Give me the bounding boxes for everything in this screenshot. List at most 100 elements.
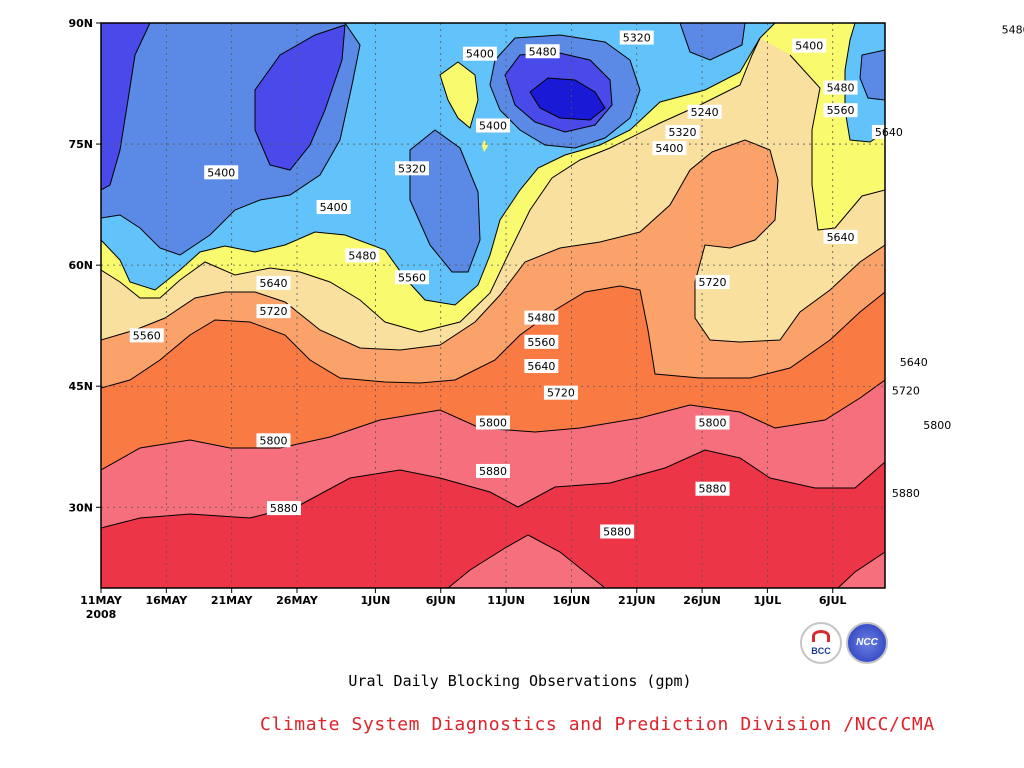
contour-label-text: 5480 <box>827 82 855 95</box>
contour-label-bg <box>665 124 700 139</box>
contour-label: 5560 <box>524 334 559 349</box>
band-5240-5320-b <box>255 25 345 170</box>
contour-label: 5480 <box>998 22 1024 37</box>
x-tick-label: 21MAY <box>211 594 254 607</box>
contour-label-text: 5640 <box>827 231 855 244</box>
contour-label-bg <box>266 501 301 516</box>
contour-label-text: 5400 <box>320 201 348 214</box>
contour-label-text: 5800 <box>699 417 727 430</box>
contour-label-bg <box>394 270 429 285</box>
contour-label: 5400 <box>462 46 497 61</box>
contour-label: 5640 <box>871 124 906 139</box>
x-tick-label: 6JUN <box>426 594 456 607</box>
contour-label-bg <box>345 248 380 263</box>
x-axis-ticks: 11MAY 16MAY 21MAY 26MAY 1JUN 6JUN 11JUN 16JUN 21… <box>80 588 847 621</box>
contour-label: 5480 <box>525 44 560 59</box>
y-axis-ticks: 30N 45N 60N 75N 90N <box>68 17 101 514</box>
band-lt-5240 <box>530 78 605 120</box>
contour-label: 5640 <box>256 275 291 290</box>
y-tick-label: 90N <box>68 17 93 30</box>
contour-label-bg <box>524 310 559 325</box>
y-tick-label: 60N <box>68 259 93 272</box>
contour-label: 5880 <box>476 463 510 478</box>
contour-label-text: 5320 <box>398 162 426 175</box>
contour-label-text: 5320 <box>668 126 696 139</box>
contour-label-bg <box>619 30 654 45</box>
contour-label-text: 5480 <box>529 45 557 58</box>
contour-label-bg <box>823 229 858 244</box>
contour-label-text: 5400 <box>655 142 683 155</box>
contour-label-bg <box>920 417 955 432</box>
band-5800-5880-southeast <box>838 552 885 588</box>
contour-fills <box>101 23 885 588</box>
contour-label: 5880 <box>600 524 635 539</box>
contour-label: 5880 <box>888 485 923 500</box>
contour-label: 5560 <box>823 103 858 118</box>
x-tick-label: 16JUN <box>553 594 591 607</box>
contour-label-text: 5640 <box>259 277 287 290</box>
contour-label-text: 5560 <box>827 104 855 117</box>
contour-label-text: 5880 <box>603 526 631 539</box>
contour-label: 5480 <box>345 248 380 263</box>
contour-label: 5640 <box>823 229 858 244</box>
contour-label-bg <box>204 165 239 180</box>
contour-label-bg <box>871 124 906 139</box>
y-tick-label: 75N <box>68 138 93 151</box>
contour-label-bg <box>888 485 923 500</box>
x-tick-label: 1JUN <box>360 594 390 607</box>
contour-label: 5320 <box>665 124 700 139</box>
contour-label: 5560 <box>394 270 429 285</box>
contour-label: 5800 <box>476 415 510 430</box>
credit-line: Climate System Diagnostics and Predictio… <box>260 714 935 735</box>
bcc-logo: BCC <box>800 622 842 664</box>
contour-label: 5800 <box>695 415 730 430</box>
contour-label-text: 5880 <box>270 502 298 515</box>
contour-label-text: 5800 <box>923 419 951 432</box>
gridlines <box>101 23 885 588</box>
plot-frame <box>100 22 886 589</box>
contour-labels: 5400 5400 5320 5480 5640 5560 5720 5560 5400 5480… <box>129 22 1024 539</box>
contour-label-bg <box>888 383 923 398</box>
y-tick-label: 45N <box>68 380 93 393</box>
contour-label-text: 5720 <box>892 384 920 397</box>
band-5240-5320-west <box>101 23 150 190</box>
contour-label-text: 5400 <box>207 166 235 179</box>
contour-label: 5560 <box>129 328 164 343</box>
x-tick-label: 1JUL <box>754 594 782 607</box>
contour-label: 5640 <box>896 355 931 369</box>
contour-label-text: 5720 <box>699 276 727 289</box>
x-tick-label: 6JUL <box>819 594 847 607</box>
contour-label: 5400 <box>204 165 239 180</box>
contour-label-bg <box>524 359 559 374</box>
contour-label-bg <box>129 328 164 343</box>
band-5480-pocket <box>440 62 478 128</box>
contour-label: 5240 <box>687 104 722 119</box>
contour-label-text: 5640 <box>527 360 555 373</box>
contour-label: 5400 <box>476 118 510 133</box>
contour-label: 5880 <box>695 481 730 496</box>
contour-label-text: 5880 <box>892 487 920 500</box>
contour-label-bg <box>476 463 510 478</box>
contour-label-text: 5800 <box>259 434 287 447</box>
contour-label: 5320 <box>394 161 429 176</box>
ncc-logo: NCC <box>846 622 888 664</box>
x-tick-label: 26MAY <box>276 594 319 607</box>
contour-label-bg <box>823 80 858 95</box>
contour-label: 5720 <box>256 304 291 319</box>
contour-label-bg <box>695 415 730 430</box>
contour-label: 5800 <box>256 433 291 448</box>
contour-label: 5480 <box>524 310 559 325</box>
contour-label-bg <box>792 38 827 53</box>
x-year-label: 2008 <box>86 608 117 621</box>
contour-label-bg <box>462 46 497 61</box>
contour-label-text: 5640 <box>875 126 903 139</box>
contour-label: 5400 <box>652 141 687 156</box>
contour-label: 5720 <box>888 383 923 398</box>
contour-label-text: 5240 <box>691 106 719 119</box>
contour-label-bg <box>476 415 510 430</box>
x-tick-label: 11MAY <box>80 594 123 607</box>
contour-label-bg <box>695 275 730 290</box>
contour-label-bg <box>256 275 291 290</box>
contour-label-text: 5480 <box>527 312 555 325</box>
x-tick-label: 16MAY <box>145 594 188 607</box>
